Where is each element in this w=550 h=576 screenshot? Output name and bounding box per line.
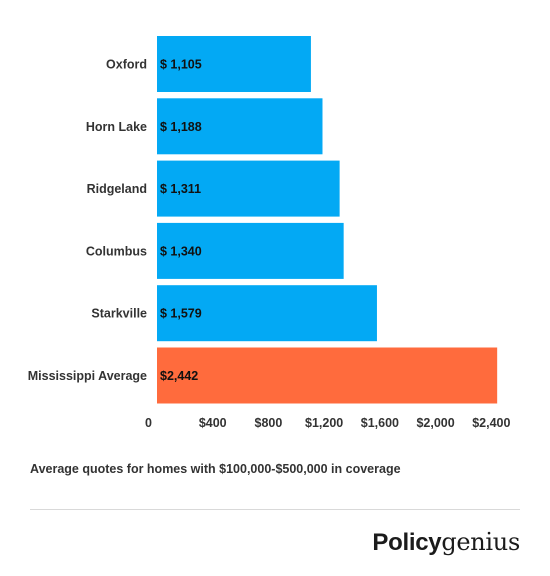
- bars-group: [157, 36, 498, 404]
- logo-text-genius: genius: [441, 528, 520, 556]
- x-tick-label-3: $1,200: [305, 416, 343, 430]
- value-label-starkville: $ 1,579: [160, 307, 202, 321]
- category-labels: Oxford Horn Lake Ridgeland Columbus Starkvil…: [28, 58, 147, 384]
- category-label-horn-lake: Horn Lake: [86, 120, 147, 134]
- divider: [30, 509, 520, 510]
- category-label-mississippi-average: Mississippi Average: [28, 369, 147, 383]
- category-label-columbus: Columbus: [86, 244, 147, 258]
- x-tick-label-0: 0: [145, 416, 152, 430]
- bar-mississippi-average: [157, 347, 498, 404]
- bar-ridgeland: [157, 160, 340, 217]
- category-label-ridgeland: Ridgeland: [87, 182, 147, 196]
- category-label-starkville: Starkville: [91, 307, 147, 321]
- category-label-oxford: Oxford: [106, 58, 147, 72]
- value-label-oxford: $ 1,105: [160, 58, 202, 72]
- logo-text-policy: Policy: [372, 529, 442, 556]
- bar-oxford: [157, 36, 311, 92]
- bar-starkville: [157, 285, 377, 342]
- value-label-columbus: $ 1,340: [160, 244, 202, 258]
- x-tick-label-5: $2,000: [416, 416, 454, 430]
- value-label-ridgeland: $ 1,311: [160, 182, 201, 196]
- x-tick-label-1: $400: [199, 416, 227, 430]
- x-tick-label-2: $800: [255, 416, 283, 430]
- bar-horn-lake: [157, 98, 323, 155]
- value-label-horn-lake: $ 1,188: [160, 120, 202, 134]
- x-axis-ticks: 0 $400 $800 $1,200 $1,600 $2,000 $2,400: [145, 416, 510, 430]
- bar-chart: Oxford Horn Lake Ridgeland Columbus Starkvil…: [28, 36, 510, 430]
- bar-columbus: [157, 222, 344, 279]
- value-labels: $ 1,105 $ 1,188 $ 1,311 $ 1,340 $ 1,579 $2,44…: [160, 58, 202, 384]
- value-label-mississippi-average: $2,442: [160, 369, 198, 383]
- policygenius-logo: Policygenius: [372, 528, 520, 557]
- chart-caption: Average quotes for homes with $100,000-$…: [30, 462, 401, 476]
- x-tick-label-4: $1,600: [361, 416, 399, 430]
- x-tick-label-6: $2,400: [472, 416, 510, 430]
